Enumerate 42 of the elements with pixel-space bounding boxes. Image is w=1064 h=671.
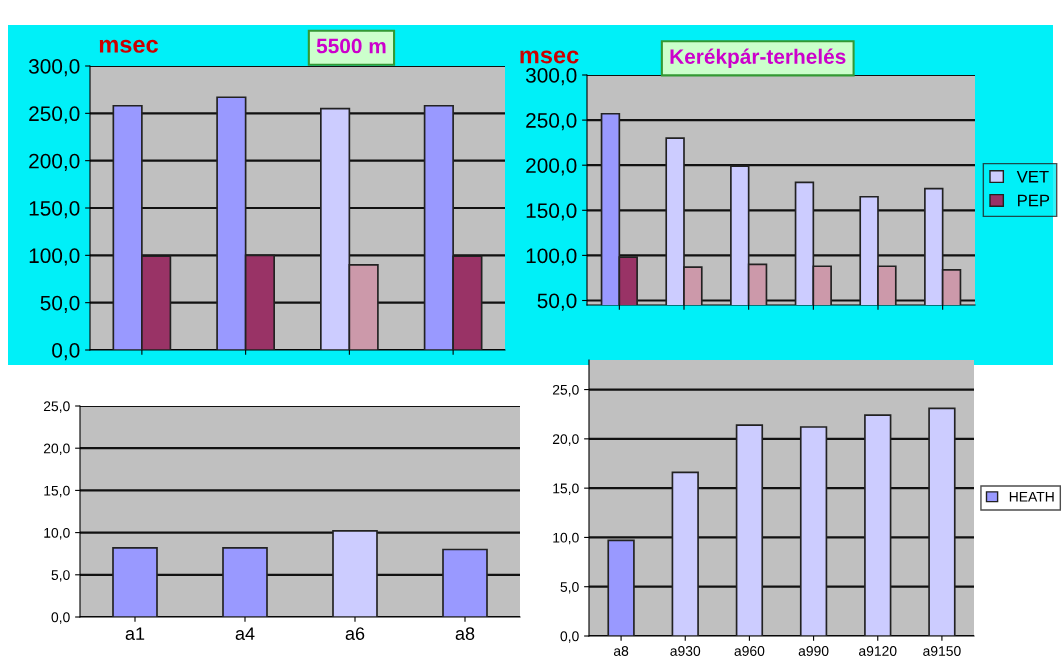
x-tick-label: a9150	[923, 646, 961, 656]
y-tick-label: 250,0	[526, 113, 577, 131]
y-tick-label: 300,0	[525, 68, 577, 86]
x-tick-label: a930	[670, 646, 701, 656]
y-tick-label: 0,0	[51, 612, 70, 624]
legend-label: VET	[1016, 170, 1049, 183]
y-tick-label: 100,0	[526, 248, 577, 266]
x-tick-label: a1	[125, 627, 145, 640]
y-tick-label: 200,0	[526, 158, 577, 176]
x-tick-label: a960	[734, 646, 765, 656]
x-tick-label: a8	[455, 627, 475, 640]
y-tick-label: 100,0	[29, 248, 80, 266]
chart-title: Kerékpár-terhelés	[670, 48, 846, 69]
y-tick-label: 300,0	[28, 59, 80, 77]
y-tick-label: 250,0	[29, 106, 80, 124]
y-tick-label: 150,0	[29, 201, 80, 219]
y-tick-label: 200,0	[29, 153, 80, 171]
y-tick-label: 20,0	[43, 443, 70, 456]
x-tick-label: a8	[613, 646, 629, 656]
y-tick-label: 50,0	[40, 295, 80, 313]
y-tick-label: 0,0	[52, 343, 80, 361]
y-tick-label: 15,0	[44, 485, 70, 498]
x-tick-label: a6	[345, 627, 365, 640]
x-tick-label: a990	[798, 646, 829, 656]
y-tick-label: 150,0	[526, 203, 577, 221]
y-tick-label: 0,0	[560, 631, 579, 643]
y-tick-label: 10,0	[44, 527, 70, 540]
y-tick-label: 5,0	[51, 570, 70, 582]
chart-title: 5500 m	[316, 38, 386, 54]
y-tick-label: 50,0	[537, 293, 577, 311]
y-tick-label: 10,0	[553, 532, 579, 545]
y-tick-label: 5,0	[560, 582, 579, 594]
x-tick-label: a4	[235, 627, 255, 640]
legend-label: HEATH	[1009, 492, 1054, 502]
y-tick-label: 15,0	[553, 483, 579, 495]
legend-label: PEP	[1018, 194, 1050, 207]
y-tick-label: 20,0	[552, 434, 579, 446]
y-tick-label: 25,0	[43, 401, 70, 413]
y-axis-title: msec	[520, 50, 579, 64]
y-tick-label: 25,0	[552, 384, 579, 397]
y-axis-title: msec	[99, 39, 158, 53]
x-tick-label: a9120	[859, 646, 897, 656]
